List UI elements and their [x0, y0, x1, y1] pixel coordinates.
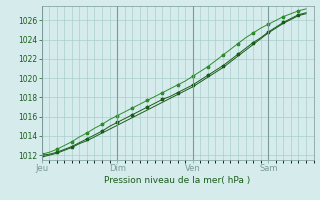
X-axis label: Pression niveau de la mer( hPa ): Pression niveau de la mer( hPa ) [104, 176, 251, 185]
